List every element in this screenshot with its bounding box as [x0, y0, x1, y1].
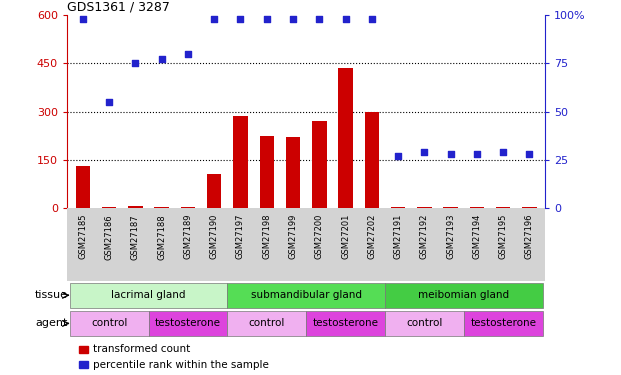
Text: GSM27192: GSM27192: [420, 214, 429, 260]
Point: [367, 16, 377, 22]
Text: testosterone: testosterone: [470, 318, 536, 328]
Text: agent: agent: [35, 318, 68, 328]
Bar: [102, 207, 116, 208]
Bar: [464, 311, 543, 336]
Text: transformed count: transformed count: [93, 344, 190, 354]
Point: [235, 16, 245, 22]
Text: tissue: tissue: [35, 290, 68, 300]
Bar: [306, 311, 385, 336]
Point: [183, 51, 193, 57]
Point: [419, 149, 429, 155]
Text: testosterone: testosterone: [312, 318, 379, 328]
Text: GSM27193: GSM27193: [446, 214, 455, 260]
Bar: [207, 174, 222, 208]
Text: GSM27202: GSM27202: [368, 214, 376, 260]
Bar: [70, 311, 148, 336]
Point: [446, 151, 456, 157]
Point: [104, 99, 114, 105]
Point: [130, 60, 140, 66]
Bar: [469, 207, 484, 208]
Bar: [128, 206, 143, 208]
Point: [262, 16, 272, 22]
Bar: [227, 283, 385, 308]
Bar: [385, 311, 464, 336]
Text: GSM27195: GSM27195: [499, 214, 508, 260]
Bar: [443, 207, 458, 208]
Bar: [181, 207, 195, 208]
Text: GSM27200: GSM27200: [315, 214, 324, 260]
Text: GSM27196: GSM27196: [525, 214, 534, 260]
Bar: [391, 207, 406, 208]
Text: control: control: [248, 318, 285, 328]
Point: [525, 151, 535, 157]
Text: GSM27194: GSM27194: [473, 214, 481, 260]
Text: meibomian gland: meibomian gland: [418, 290, 509, 300]
Point: [393, 153, 403, 159]
Point: [472, 151, 482, 157]
Text: GSM27188: GSM27188: [157, 214, 166, 260]
Bar: [70, 283, 227, 308]
Text: GSM27190: GSM27190: [210, 214, 219, 260]
Bar: [155, 207, 169, 208]
Text: GSM27201: GSM27201: [341, 214, 350, 260]
Point: [156, 56, 166, 62]
Point: [340, 16, 350, 22]
Bar: [148, 311, 227, 336]
Point: [498, 149, 508, 155]
Text: GSM27197: GSM27197: [236, 214, 245, 260]
Point: [209, 16, 219, 22]
Text: GSM27189: GSM27189: [183, 214, 193, 260]
Bar: [312, 121, 327, 208]
Bar: [227, 311, 306, 336]
Bar: [233, 116, 248, 208]
Point: [78, 16, 88, 22]
Bar: [286, 137, 300, 208]
Bar: [385, 283, 543, 308]
Text: submandibular gland: submandibular gland: [251, 290, 361, 300]
Text: GSM27185: GSM27185: [78, 214, 88, 260]
Point: [288, 16, 298, 22]
Bar: [496, 207, 510, 208]
Text: GSM27186: GSM27186: [104, 214, 114, 260]
Bar: [522, 207, 537, 208]
Text: control: control: [406, 318, 443, 328]
Text: GSM27191: GSM27191: [394, 214, 402, 260]
Bar: [417, 207, 432, 208]
Text: GSM27198: GSM27198: [262, 214, 271, 260]
Point: [314, 16, 324, 22]
Text: percentile rank within the sample: percentile rank within the sample: [93, 360, 268, 369]
Text: GSM27199: GSM27199: [289, 214, 297, 260]
Bar: [365, 112, 379, 208]
Text: testosterone: testosterone: [155, 318, 221, 328]
Text: GDS1361 / 3287: GDS1361 / 3287: [67, 1, 170, 14]
Text: lacrimal gland: lacrimal gland: [111, 290, 186, 300]
Bar: [76, 166, 90, 208]
Text: control: control: [91, 318, 127, 328]
Bar: [338, 68, 353, 208]
Text: GSM27187: GSM27187: [131, 214, 140, 260]
Bar: [260, 136, 274, 208]
